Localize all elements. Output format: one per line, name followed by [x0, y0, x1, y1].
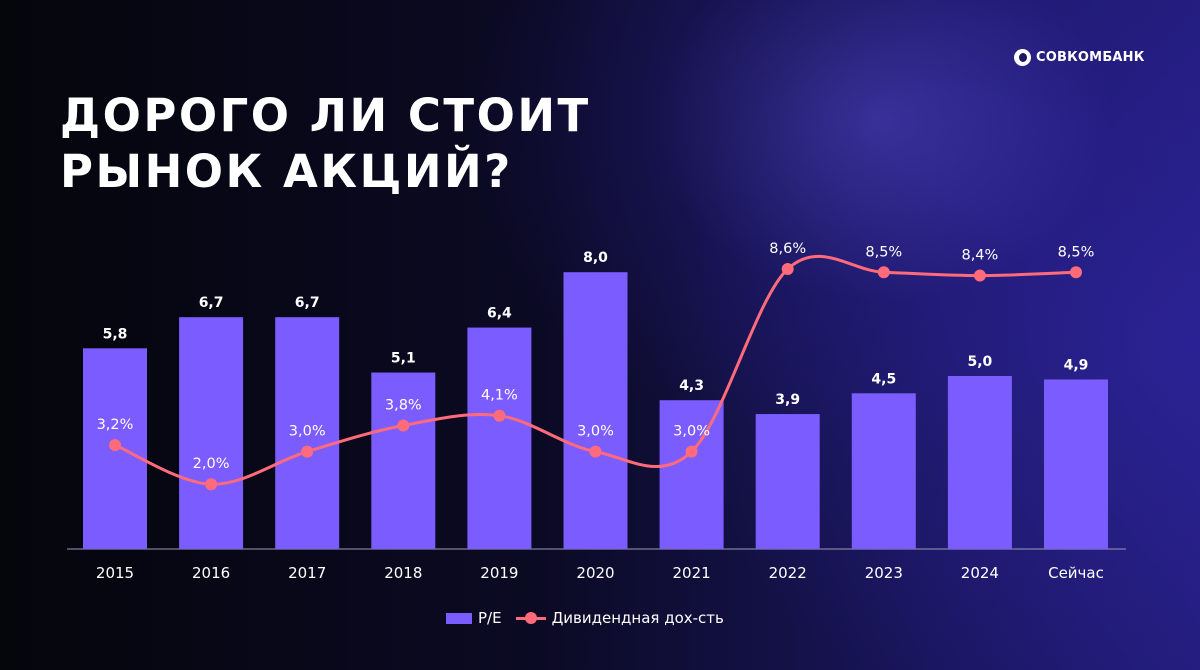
bar-label-2023: 4,5	[871, 371, 896, 387]
x-axis-tick-labels: 2015 2016 2017 2018 2019 2020 2021 2022 2023 2024…	[96, 564, 1104, 582]
page-title: ДОРОГО ЛИ СТОИТ РЫНОК АКЦИЙ?	[60, 88, 591, 200]
legend-label-dividend: Дивидендная дох-сть	[551, 609, 724, 627]
x-tick-2018: 2018	[384, 564, 422, 582]
line-series-markers	[109, 263, 1082, 491]
x-tick-2016: 2016	[192, 564, 230, 582]
title-line-1: ДОРОГО ЛИ СТОИТ	[60, 89, 591, 142]
legend-label-pe: P/E	[478, 609, 502, 627]
line-label-2020: 3,0%	[577, 424, 614, 440]
line-point-2021	[685, 445, 698, 458]
x-tick-2019: 2019	[480, 564, 518, 582]
line-label-2016: 2,0%	[193, 456, 230, 472]
bar-label-2017: 6,7	[295, 295, 320, 311]
bar-label-Сейчас: 4,9	[1064, 357, 1089, 373]
bar-label-2021: 4,3	[679, 378, 704, 394]
line-series-dividend-yield	[113, 254, 1078, 486]
x-tick-2024: 2024	[961, 564, 999, 582]
brand-name: СОВКОМБАНК	[1036, 49, 1145, 65]
brand-logo: СОВКОМБАНК	[1014, 47, 1145, 67]
line-point-2015	[109, 439, 121, 452]
bar-label-2020: 8,0	[583, 250, 608, 266]
line-point-2024	[973, 269, 986, 282]
line-label-2015: 3,2%	[97, 417, 134, 433]
legend-item-pe: P/E	[446, 609, 502, 627]
bar-label-2022: 3,9	[775, 392, 800, 408]
bar-2017	[275, 317, 340, 549]
line-point-Сейчас	[1070, 266, 1082, 279]
line-label-2017: 3,0%	[289, 424, 326, 440]
line-point-2016	[205, 478, 218, 491]
bar-label-2019: 6,4	[487, 306, 512, 322]
line-label-2022: 8,6%	[769, 241, 806, 257]
line-label-2018: 3,8%	[385, 398, 422, 414]
bar-2019	[467, 327, 532, 549]
x-tick-2020: 2020	[576, 564, 614, 582]
bar-value-labels: 5,8 6,7 6,7 5,1 6,4 8,0 4,3 3,9 4,5 5,0 4,9	[103, 250, 1089, 408]
line-value-labels: 3,2% 2,0% 3,0% 3,8% 4,1% 3,0% 3,0% 8,6% 8,5% 8,4%…	[97, 241, 1095, 472]
chart-legend: P/E Дивидендная дох-сть	[446, 608, 724, 628]
line-label-2021: 3,0%	[673, 424, 710, 440]
legend-item-dividend: Дивидендная дох-сть	[515, 609, 724, 627]
line-point-2022	[781, 263, 794, 276]
line-label-2024: 8,4%	[961, 248, 998, 264]
bar-2021	[659, 400, 724, 549]
legend-swatch-bar	[446, 612, 472, 624]
line-point-2023	[877, 266, 890, 279]
bar-series-pe	[83, 272, 1108, 549]
bar-2022	[755, 414, 820, 549]
line-label-2023: 8,5%	[865, 244, 902, 260]
bar-2020	[563, 272, 628, 549]
line-point-2018	[397, 419, 410, 432]
bar-label-2018: 5,1	[391, 351, 416, 367]
x-tick-Сейчас: Сейчас	[1048, 564, 1104, 582]
x-tick-2022: 2022	[769, 564, 807, 582]
x-tick-2021: 2021	[673, 564, 711, 582]
line-point-2019	[493, 409, 506, 422]
x-tick-2015: 2015	[96, 564, 134, 582]
bar-Сейчас	[1044, 379, 1108, 549]
line-point-2020	[589, 445, 602, 458]
bar-label-2024: 5,0	[967, 354, 992, 370]
title-line-2: РЫНОК АКЦИЙ?	[60, 145, 513, 198]
x-tick-2023: 2023	[865, 564, 903, 582]
legend-swatch-line	[515, 612, 546, 624]
bar-2016	[179, 317, 244, 549]
line-label-Сейчас: 8,5%	[1058, 244, 1095, 260]
line-label-2019: 4,1%	[481, 388, 518, 404]
bar-label-2015: 5,8	[103, 326, 128, 342]
bar-2023	[851, 393, 916, 549]
x-tick-2017: 2017	[288, 564, 326, 582]
bar-2024	[947, 376, 1012, 549]
bar-label-2016: 6,7	[199, 295, 224, 311]
bar-2018	[371, 372, 436, 549]
sovcombank-logo-icon	[1014, 48, 1031, 66]
line-point-2017	[301, 445, 314, 458]
